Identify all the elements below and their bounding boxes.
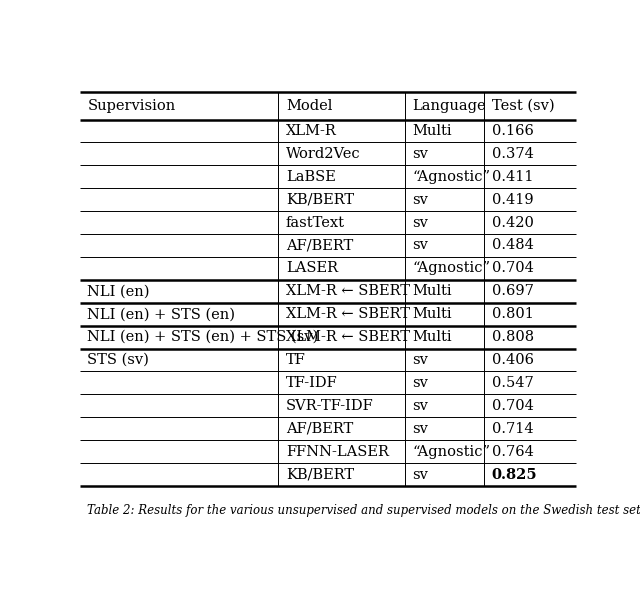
Text: Multi: Multi [412,124,452,138]
Text: 0.764: 0.764 [492,444,534,459]
Text: sv: sv [412,147,428,161]
Text: SVR-TF-IDF: SVR-TF-IDF [286,399,374,413]
Text: Model: Model [286,99,332,113]
Text: “Agnostic”: “Agnostic” [412,261,490,275]
Text: NLI (en): NLI (en) [88,284,150,298]
Text: 0.704: 0.704 [492,399,534,413]
Text: LaBSE: LaBSE [286,170,336,184]
Text: 0.697: 0.697 [492,284,534,298]
Text: 0.374: 0.374 [492,147,534,161]
Text: sv: sv [412,215,428,230]
Text: 0.825: 0.825 [492,468,538,481]
Text: 0.419: 0.419 [492,193,533,206]
Text: TF-IDF: TF-IDF [286,376,337,390]
Text: STS (sv): STS (sv) [88,353,149,367]
Text: XLM-R ← SBERT: XLM-R ← SBERT [286,284,410,298]
Text: sv: sv [412,239,428,252]
Text: Supervision: Supervision [88,99,176,113]
Text: 0.484: 0.484 [492,239,534,252]
Text: Test (sv): Test (sv) [492,99,554,113]
Text: sv: sv [412,399,428,413]
Text: Language: Language [412,99,486,113]
Text: 0.166: 0.166 [492,124,534,138]
Text: AF/BERT: AF/BERT [286,239,353,252]
Text: 0.714: 0.714 [492,422,533,436]
Text: fastText: fastText [286,215,345,230]
Text: “Agnostic”: “Agnostic” [412,170,490,184]
Text: AF/BERT: AF/BERT [286,422,353,436]
Text: Multi: Multi [412,330,452,344]
Text: FFNN-LASER: FFNN-LASER [286,444,388,459]
Text: NLI (en) + STS (en) + STS (sv): NLI (en) + STS (en) + STS (sv) [88,330,319,344]
Text: LASER: LASER [286,261,338,275]
Text: 0.420: 0.420 [492,215,534,230]
Text: 0.406: 0.406 [492,353,534,367]
Text: sv: sv [412,376,428,390]
Text: 0.704: 0.704 [492,261,534,275]
Text: Table 2: Results for the various unsupervised and supervised models on the Swedi: Table 2: Results for the various unsuper… [88,505,640,517]
Text: 0.547: 0.547 [492,376,533,390]
Text: KB/BERT: KB/BERT [286,193,354,206]
Text: 0.801: 0.801 [492,307,534,321]
Text: 0.411: 0.411 [492,170,533,184]
Text: NLI (en) + STS (en): NLI (en) + STS (en) [88,307,236,321]
Text: Word2Vec: Word2Vec [286,147,360,161]
Text: Multi: Multi [412,284,452,298]
Text: sv: sv [412,468,428,481]
Text: sv: sv [412,193,428,206]
Text: XLM-R: XLM-R [286,124,337,138]
Text: 0.808: 0.808 [492,330,534,344]
Text: TF: TF [286,353,306,367]
Text: “Agnostic”: “Agnostic” [412,444,490,459]
Text: XLM-R ← SBERT: XLM-R ← SBERT [286,330,410,344]
Text: KB/BERT: KB/BERT [286,468,354,481]
Text: sv: sv [412,422,428,436]
Text: sv: sv [412,353,428,367]
Text: XLM-R ← SBERT: XLM-R ← SBERT [286,307,410,321]
Text: Multi: Multi [412,307,452,321]
